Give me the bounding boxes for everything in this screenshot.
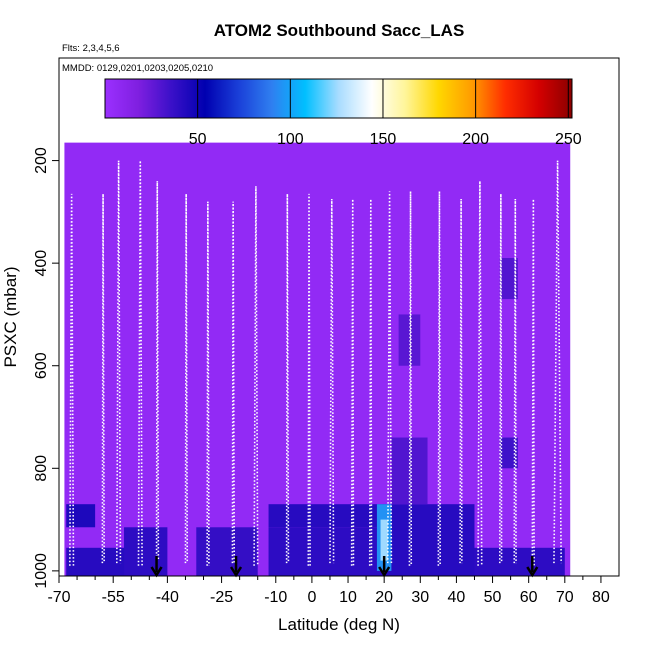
colorbar-ticks: 50 100 150 200 250 [189, 79, 582, 148]
y-axis: 200 400 600 800 1000 [33, 147, 59, 589]
flight-profile [498, 193, 503, 564]
colorbar-tick-label: 100 [277, 131, 304, 148]
flight-profile [386, 191, 393, 564]
flight-profile [116, 160, 122, 564]
marker-arrow-head [150, 566, 163, 578]
y-tick-label: 200 [33, 147, 50, 174]
x-axis-label: Latitude (deg N) [278, 615, 400, 634]
flight-profile [307, 193, 311, 566]
flight-profiles [69, 160, 562, 566]
flight-profile [329, 199, 335, 564]
heatmap-cell [196, 527, 258, 576]
marker-arrow-head [378, 566, 391, 578]
flight-profile [553, 160, 562, 564]
y-tick-label: 600 [33, 352, 50, 379]
x-tick-label: 20 [375, 589, 393, 606]
flight-profile [184, 193, 189, 564]
flight-profile [69, 193, 75, 566]
flight-profile [285, 193, 290, 564]
heatmap-cell [66, 547, 132, 576]
flight-profile [101, 193, 105, 564]
flight-profile [231, 201, 236, 564]
y-tick-label: 400 [33, 250, 50, 277]
heatmap-cell [268, 504, 385, 528]
heatmap-cell [499, 437, 518, 469]
marker-arrows [150, 556, 539, 578]
plot-frame [58, 57, 620, 577]
flight-profile [155, 181, 160, 561]
flight-profile [253, 186, 259, 566]
flights-subtitle: Flts: 2,3,4,5,6 [62, 43, 120, 54]
x-tick-label: 60 [520, 589, 538, 606]
x-tick-label: -70 [47, 589, 70, 606]
x-tick-label: 30 [411, 589, 429, 606]
x-tick-label: -40 [156, 589, 179, 606]
colorbar-gradient [104, 78, 573, 119]
chart-title: ATOM2 Southbound Sacc_LAS [214, 21, 465, 40]
flight-profile [206, 201, 210, 566]
flight-profile [437, 191, 441, 566]
flight-profile [459, 199, 463, 564]
y-tick-label: 800 [33, 455, 50, 482]
heatmap-layer [64, 142, 571, 576]
colorbar: 50 100 150 200 250 [104, 78, 582, 148]
x-tick-label: 70 [556, 589, 574, 606]
plot-content [64, 142, 571, 576]
heatmap-cell [66, 504, 96, 528]
marker-arrow-head [229, 566, 243, 578]
heatmap-background [64, 142, 571, 576]
heatmap-cell [499, 258, 518, 300]
colorbar-tick-label: 50 [189, 131, 207, 148]
x-axis: -70 -55 -40 -25 -10 0 10 20 30 40 50 60 70 80 [47, 576, 610, 606]
marker-arrow-head [526, 566, 539, 578]
heatmap-cell [384, 504, 475, 576]
x-tick-label: 0 [307, 589, 316, 606]
y-tick-label: 1000 [33, 553, 50, 589]
colorbar-tick-label: 150 [370, 131, 397, 148]
x-tick-label: -10 [264, 589, 287, 606]
flight-profile [477, 181, 483, 566]
colorbar-tick-label: 200 [462, 131, 489, 148]
heatmap-cell [474, 547, 565, 576]
flight-profile [408, 191, 413, 566]
x-tick-label: -55 [102, 589, 125, 606]
x-tick-label: 50 [484, 589, 502, 606]
y-axis-label: PSXC (mbar) [1, 266, 20, 367]
x-tick-label: -25 [210, 589, 233, 606]
heatmap-cell [380, 519, 388, 561]
x-tick-label: 10 [339, 589, 357, 606]
x-tick-label: 80 [592, 589, 610, 606]
heatmap-cell [398, 314, 421, 366]
colorbar-tick-label: 250 [555, 131, 582, 148]
x-tick-label: 40 [448, 589, 466, 606]
dates-subtitle: MMDD: 0129,0201,0203,0205,0210 [62, 63, 213, 74]
flight-profile [513, 199, 517, 564]
